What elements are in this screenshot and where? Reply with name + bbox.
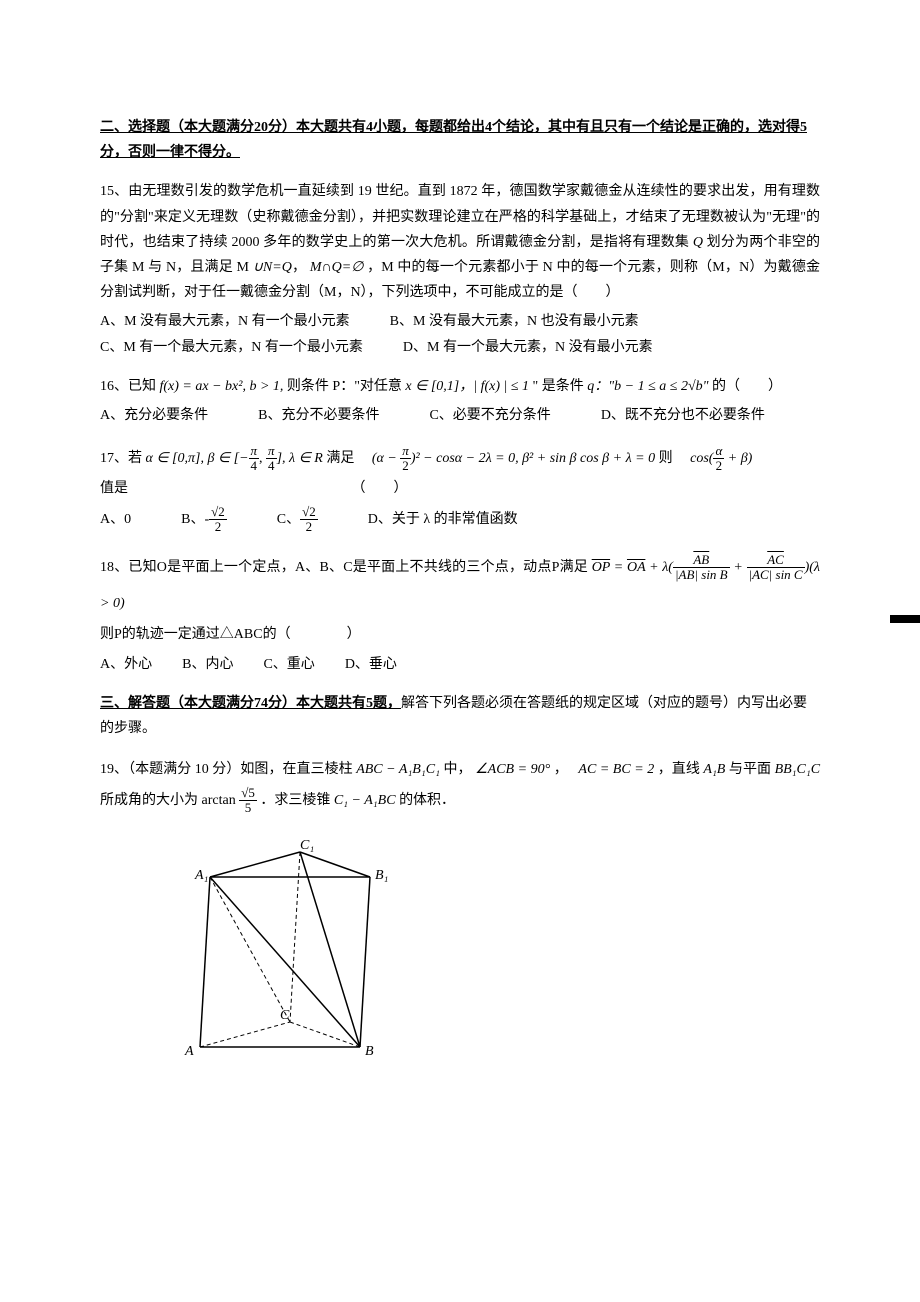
p18-optA: A、外心 [100, 652, 152, 677]
svg-text:C: C [280, 1008, 290, 1023]
problem-16: 16、已知 f(x) = ax − bx², b > 1, 则条件 P："对任意… [100, 374, 820, 428]
p17-optB: B、-√22 [181, 505, 227, 536]
p18-op: OP [592, 560, 610, 575]
p18-pluslambda: + λ( [645, 560, 673, 575]
p17-optD: D、关于 λ 的非常值函数 [368, 505, 518, 536]
p17-eq1-open: (α − [372, 451, 400, 466]
svg-text:B₁: B₁ [375, 868, 388, 883]
p16-optC: C、必要不充分条件 [429, 403, 550, 428]
problem-19: 19、（本题满分 10 分）如图，在直三棱柱 ABC − A₁B₁C₁ 中， ∠… [100, 755, 820, 1076]
p15-Q: Q [693, 235, 703, 250]
p19-frac-den: 5 [239, 801, 257, 815]
p17-is: 值是 [100, 481, 128, 496]
p17-blank: （ ） [352, 481, 408, 496]
p18-optD: D、垂心 [345, 652, 397, 677]
p18-ab-bot: |AB| sin B [673, 568, 730, 582]
p16-qcond: q："b − 1 ≤ a ≤ 2√b" [587, 379, 708, 394]
p19-text6: 的体积． [399, 793, 455, 808]
p18-eq: = [610, 560, 627, 575]
p16-optB: B、充分不必要条件 [258, 403, 379, 428]
p15-optB: B、M 没有最大元素，N 也没有最小元素 [390, 309, 639, 334]
p17-satisfy: 满足 [326, 451, 368, 466]
p19-comma: ， [554, 762, 575, 777]
p19-text1: 中， [443, 762, 471, 777]
p17-bracket: ], [277, 451, 289, 466]
p16-prefix: 16、已知 [100, 379, 160, 394]
p15-optD: D、M 有一个最大元素，N 没有最小元素 [403, 335, 653, 360]
p19-text4: 所成角的大小为 arctan [100, 793, 239, 808]
p16-optD: D、既不充分也不必要条件 [601, 403, 765, 428]
p16-formula: f(x) = ax − bx², b > 1, [160, 379, 284, 394]
p17-pi2d: 2 [400, 459, 411, 473]
p18-ac-top: AC [747, 553, 805, 568]
p17-prefix: 17、若 [100, 451, 146, 466]
p18-optB: B、内心 [182, 652, 233, 677]
p15-optC: C、M 有一个最大元素，N 有一个最小元素 [100, 335, 363, 360]
side-mark [890, 615, 920, 623]
p18-oa: OA [627, 560, 645, 575]
p17-lambda: λ ∈ R [289, 451, 323, 466]
p16-optA: A、充分必要条件 [100, 403, 208, 428]
p17-a2n: α [713, 444, 724, 459]
p17-pi4-1d: 4 [249, 459, 260, 473]
svg-text:C₁: C₁ [300, 838, 314, 853]
p16-text3: 的（ ） [712, 379, 782, 394]
p18-prefix: 18、已知O是平面上一个定点，A、B、C是平面上不共线的三个点，动点P满足 [100, 560, 592, 575]
p15-optA: A、M 没有最大元素，N 有一个最小元素 [100, 309, 350, 334]
svg-text:A: A [184, 1044, 194, 1059]
p19-edges: AC = BC = 2 [578, 762, 654, 777]
svg-text:B: B [365, 1044, 374, 1059]
p17-cos-close: + β) [724, 451, 752, 466]
p16-text2: " 是条件 [533, 379, 588, 394]
p19-prefix: 19、（本题满分 10 分）如图，在直三棱柱 [100, 762, 356, 777]
p19-text5: ．求三棱锥 [260, 793, 334, 808]
p18-plus: + [730, 560, 747, 575]
p17-cos-open: cos( [690, 451, 713, 466]
p16-text1: 则条件 P："对任意 [287, 379, 406, 394]
problem-18: 18、已知O是平面上一个定点，A、B、C是平面上不共线的三个点，动点P满足 OP… [100, 550, 820, 677]
p19-frac-num: √5 [239, 786, 257, 801]
p19-prism: ABC − A₁B₁C₁ [356, 762, 440, 777]
problem-17: 17、若 α ∈ [0,π], β ∈ [−π4, π4], λ ∈ R 满足 … [100, 442, 820, 536]
section3-header: 三、解答题（本大题满分74分）本大题共有5题，解答下列各题必须在答题纸的规定区域… [100, 691, 820, 741]
p16-xrange: x ∈ [0,1]，| f(x) | ≤ 1 [405, 379, 529, 394]
p19-angle: ∠ACB = 90° [475, 762, 550, 777]
p17-pi4-1n: π [249, 444, 260, 459]
p17-pi2n: π [400, 444, 411, 459]
p18-text2: 则P的轨迹一定通过△ABC的（ ） [100, 622, 820, 647]
p18-ac-bot: |AC| sin C [747, 568, 805, 582]
p15-intersect: M∩Q=∅ [310, 260, 364, 275]
p18-ab-top: AB [673, 553, 730, 568]
p19-cone: C₁ − A₁BC [334, 793, 396, 808]
section2-header: 二、选择题（本大题满分20分）本大题共有4小题，每题都给出4个结论，其中有且只有… [100, 115, 820, 165]
p17-pi4-2n: π [266, 444, 277, 459]
p15-union: ∪N=Q [253, 260, 292, 275]
p17-pi4-2d: 4 [266, 459, 277, 473]
p17-then: 则 [659, 451, 687, 466]
p19-plane: BB₁C₁C [775, 762, 821, 777]
svg-text:A₁: A₁ [194, 868, 208, 883]
problem-15: 15、由无理数引发的数学危机一直延续到 19 世纪。直到 1872 年，德国数学… [100, 179, 820, 359]
prism-diagram: A₁ C₁ B₁ A C B [180, 837, 820, 1076]
p17-alpha-range: α ∈ [0,π], β ∈ [− [146, 451, 249, 466]
p17-eq1-mid: )² − cosα − 2λ = 0, β² + sin β cos β + λ… [411, 451, 655, 466]
p17-optC: C、√22 [277, 505, 318, 536]
p19-text3: 与平面 [729, 762, 775, 777]
p17-a2d: 2 [713, 459, 724, 473]
p17-comma: , [259, 451, 266, 466]
p17-optA: A、0 [100, 505, 131, 536]
p19-line: A₁B [703, 762, 725, 777]
p18-optC: C、重心 [263, 652, 314, 677]
p19-text2: ，直线 [658, 762, 704, 777]
